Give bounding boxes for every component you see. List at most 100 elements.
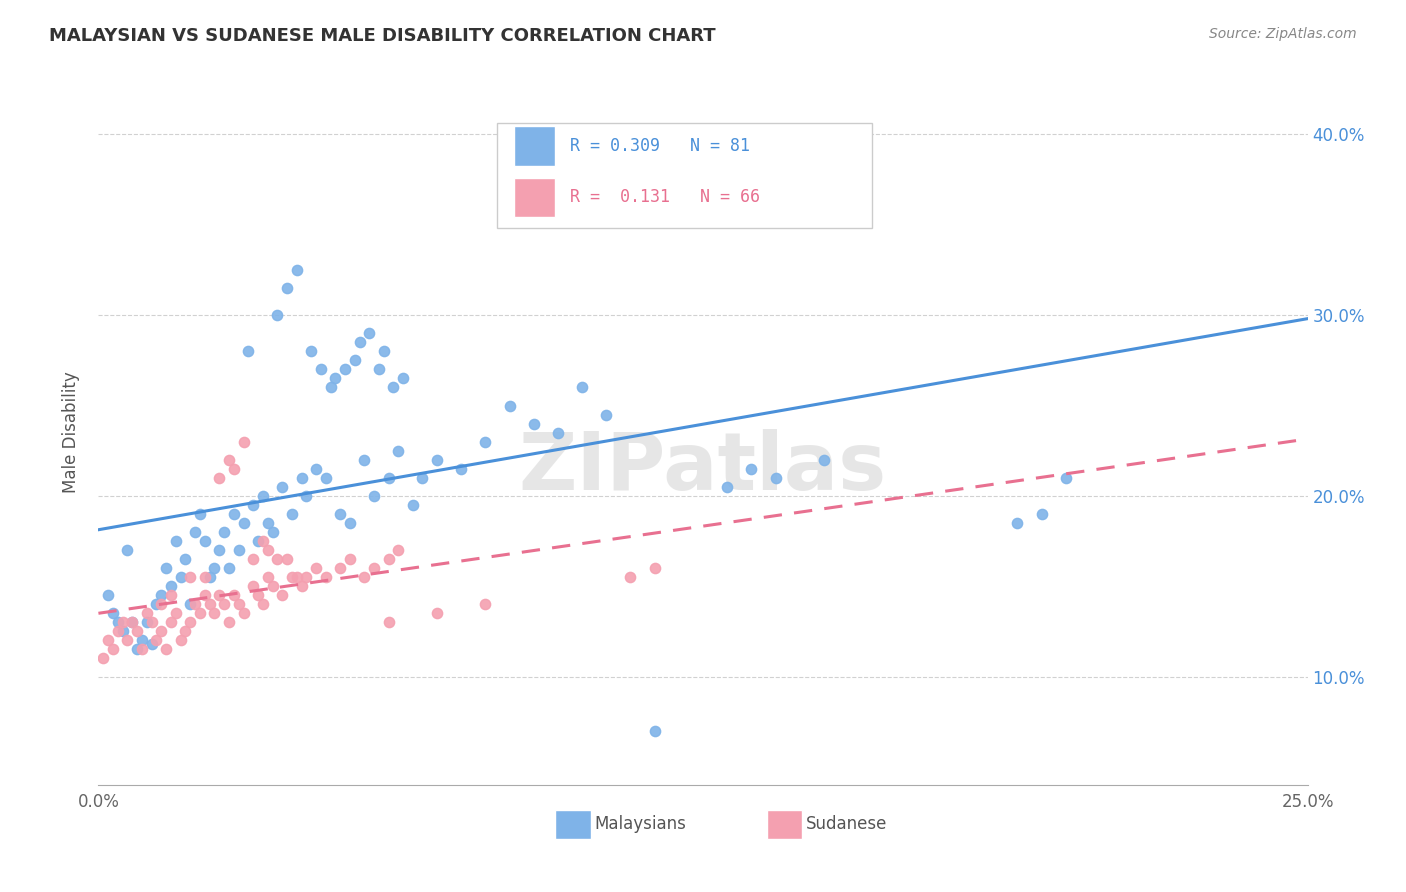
Point [333, 362, 356, 376]
Point [392, 371, 415, 385]
Point [377, 552, 399, 566]
Point [135, 615, 157, 630]
Text: R =  0.131   N = 66: R = 0.131 N = 66 [569, 188, 761, 206]
Point [474, 434, 496, 449]
Point [349, 335, 371, 350]
Point [169, 570, 191, 584]
Point [97, 633, 120, 648]
Point [256, 516, 278, 530]
Text: Malaysians: Malaysians [595, 815, 686, 833]
Point [305, 561, 328, 575]
Point [276, 281, 298, 295]
Point [498, 399, 520, 413]
Point [97, 588, 120, 602]
Point [107, 624, 129, 639]
Point [329, 561, 352, 575]
Point [290, 579, 312, 593]
Point [212, 597, 235, 611]
Point [242, 498, 264, 512]
Point [212, 524, 235, 539]
Point [339, 516, 361, 530]
Text: MALAYSIAN VS SUDANESE MALE DISABILITY CORRELATION CHART: MALAYSIAN VS SUDANESE MALE DISABILITY CO… [49, 27, 716, 45]
Point [188, 607, 211, 621]
Point [232, 434, 254, 449]
Point [426, 452, 449, 467]
Point [208, 588, 231, 602]
Point [571, 380, 593, 394]
Point [353, 452, 375, 467]
Point [276, 552, 298, 566]
Point [141, 615, 163, 630]
Point [619, 570, 641, 584]
Point [353, 570, 375, 584]
Point [198, 570, 221, 584]
Point [121, 615, 143, 630]
Point [135, 607, 157, 621]
Point [194, 588, 217, 602]
Point [232, 516, 254, 530]
Point [160, 579, 183, 593]
Point [319, 380, 342, 394]
Point [252, 597, 274, 611]
Point [150, 588, 173, 602]
Point [285, 263, 308, 277]
FancyBboxPatch shape [768, 810, 803, 839]
Point [179, 615, 201, 630]
Point [716, 480, 738, 494]
Point [198, 597, 221, 611]
Text: ZIPatlas: ZIPatlas [519, 429, 887, 507]
Point [359, 326, 381, 341]
Point [1054, 471, 1077, 485]
Point [256, 570, 278, 584]
Point [117, 543, 139, 558]
Point [426, 607, 449, 621]
Point [127, 624, 149, 639]
Point [271, 480, 294, 494]
Point [325, 371, 347, 385]
Point [329, 507, 352, 521]
Point [194, 570, 217, 584]
Point [218, 452, 240, 467]
Point [222, 507, 245, 521]
Point [131, 642, 153, 657]
Point [169, 633, 191, 648]
Point [101, 642, 124, 657]
Point [208, 471, 231, 485]
Point [204, 607, 226, 621]
Point [101, 607, 124, 621]
Point [91, 651, 114, 665]
Point [765, 471, 787, 485]
Point [145, 633, 167, 648]
Point [188, 507, 211, 521]
Point [285, 570, 308, 584]
Point [281, 507, 304, 521]
Point [382, 380, 405, 394]
FancyBboxPatch shape [515, 178, 555, 217]
Point [474, 597, 496, 611]
Point [222, 588, 245, 602]
Point [281, 570, 304, 584]
Point [242, 579, 264, 593]
Point [644, 561, 666, 575]
Point [150, 624, 173, 639]
Point [295, 570, 318, 584]
Point [368, 362, 391, 376]
Point [523, 417, 546, 431]
Point [266, 552, 288, 566]
Point [117, 633, 139, 648]
Text: Sudanese: Sudanese [806, 815, 887, 833]
Point [262, 524, 284, 539]
Point [204, 561, 226, 575]
Point [1007, 516, 1029, 530]
Point [266, 308, 288, 322]
Point [228, 597, 250, 611]
Point [628, 200, 651, 214]
Point [450, 462, 472, 476]
FancyBboxPatch shape [555, 810, 591, 839]
Point [595, 408, 617, 422]
Point [179, 597, 201, 611]
Point [218, 615, 240, 630]
Point [377, 471, 399, 485]
Point [343, 353, 366, 368]
Point [387, 543, 409, 558]
